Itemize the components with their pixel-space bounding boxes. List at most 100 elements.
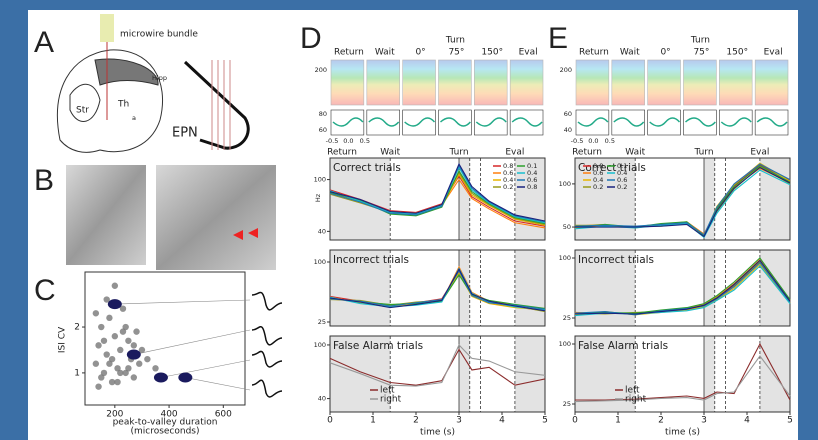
plot-title: Correct trials <box>578 162 646 174</box>
point <box>98 324 104 330</box>
y-tick-label: 25 <box>563 400 571 408</box>
y-tick-label: 100 <box>559 254 571 262</box>
point <box>117 347 123 353</box>
y-tick-label: 200 <box>560 66 572 74</box>
x-tick-label: 0 <box>327 416 333 426</box>
epoch-label: Wait <box>375 48 395 58</box>
y-tick-label: 50 <box>563 223 571 231</box>
epoch-shade <box>704 250 715 326</box>
epoch-label: Eval <box>764 48 783 58</box>
epoch-shade <box>760 250 790 326</box>
point <box>93 310 99 316</box>
histology-image <box>66 165 146 265</box>
raster <box>439 60 472 105</box>
bundle <box>100 14 114 42</box>
raster <box>684 60 717 105</box>
point <box>98 374 104 380</box>
region-label: Th <box>117 100 129 110</box>
point <box>122 324 128 330</box>
panel-label: E <box>548 22 568 55</box>
epoch-label: 75° <box>693 48 709 58</box>
x-tick-label: 0 <box>572 416 578 426</box>
raster <box>612 60 645 105</box>
highlight-point <box>108 299 122 309</box>
point <box>125 338 131 344</box>
x-tick-label: 0.0 <box>588 137 598 145</box>
point <box>144 356 150 362</box>
y-tick-label: 100 <box>559 180 571 188</box>
y-tick-label: 60 <box>319 126 327 134</box>
plot-title: False Alarm trials <box>333 340 423 352</box>
epoch-label: 0° <box>415 48 425 58</box>
legend-label: 0.2 <box>593 183 603 191</box>
point <box>112 333 118 339</box>
x-tick-label: -0.5 <box>326 137 339 145</box>
panel-label: B <box>34 164 54 197</box>
y-tick-label: 200 <box>315 66 327 74</box>
point <box>152 365 158 371</box>
epoch-label: Return <box>334 48 364 58</box>
epoch-label: 75° <box>448 48 464 58</box>
legend-label: 0.8 <box>527 183 537 191</box>
point <box>131 342 137 348</box>
y-tick-label: 40 <box>564 126 572 134</box>
x-tick-label: 1 <box>615 416 621 426</box>
epoch-label: Return <box>579 48 609 58</box>
point <box>93 361 99 367</box>
x-tick-label: 2 <box>413 416 419 426</box>
x-tick-label: 3 <box>456 416 462 426</box>
point <box>136 361 142 367</box>
epoch-label: Eval <box>519 48 538 58</box>
point <box>131 374 137 380</box>
panel-label: A <box>34 26 54 59</box>
epoch-label: 150° <box>481 48 503 58</box>
y-tick-label: 80 <box>319 110 327 118</box>
y-tick-label: 1 <box>74 368 80 378</box>
y-tick-label: 100 <box>559 340 571 348</box>
y-tick-label: 25 <box>563 314 571 322</box>
y-tick-label: 40 <box>318 395 326 403</box>
plot-title: Correct trials <box>333 162 401 174</box>
point <box>125 365 131 371</box>
bundle-label: microwire bundle <box>120 30 198 40</box>
event-label: Turn <box>693 148 713 158</box>
point <box>103 351 109 357</box>
y-tick-label: 2 <box>74 323 80 333</box>
x-tick-label: 0.5 <box>360 137 370 145</box>
point <box>95 383 101 389</box>
x-tick-label: 5 <box>542 416 548 426</box>
y-tick-label: 25 <box>318 318 326 326</box>
plot-title: Incorrect trials <box>578 254 654 266</box>
legend-label: 0.2 <box>617 183 627 191</box>
y-axis-label: Hz <box>314 193 322 202</box>
legend-label: right <box>380 395 402 405</box>
y-tick-label: 100 <box>314 341 326 349</box>
x-tick-label: 4 <box>499 416 505 426</box>
point <box>112 283 118 289</box>
event-label: Return <box>327 148 357 158</box>
epoch-shade <box>760 336 790 412</box>
point <box>117 370 123 376</box>
raster <box>719 60 752 105</box>
point <box>106 361 112 367</box>
event-label: Wait <box>625 148 645 158</box>
epoch-label: 150° <box>726 48 748 58</box>
y-axis-label: ISI CV <box>58 326 68 353</box>
x-tick-label: 3 <box>701 416 707 426</box>
highlight-point <box>127 350 141 360</box>
x-tick-label: 2 <box>658 416 664 426</box>
x-tick-label: -0.5 <box>571 137 584 145</box>
raster <box>755 60 788 105</box>
y-tick-label: 40 <box>318 227 326 235</box>
y-tick-label: 100 <box>314 176 326 184</box>
legend-label: 0.2 <box>503 183 513 191</box>
y-tick-label: 100 <box>314 258 326 266</box>
x-tick-label: 5 <box>787 416 793 426</box>
point <box>114 379 120 385</box>
region-label: EPN <box>172 126 198 141</box>
y-tick-label: 60 <box>564 110 572 118</box>
event-label: Return <box>572 148 602 158</box>
epoch-shade <box>515 250 545 326</box>
region-label: Str <box>76 106 89 116</box>
event-label: Eval <box>505 148 524 158</box>
